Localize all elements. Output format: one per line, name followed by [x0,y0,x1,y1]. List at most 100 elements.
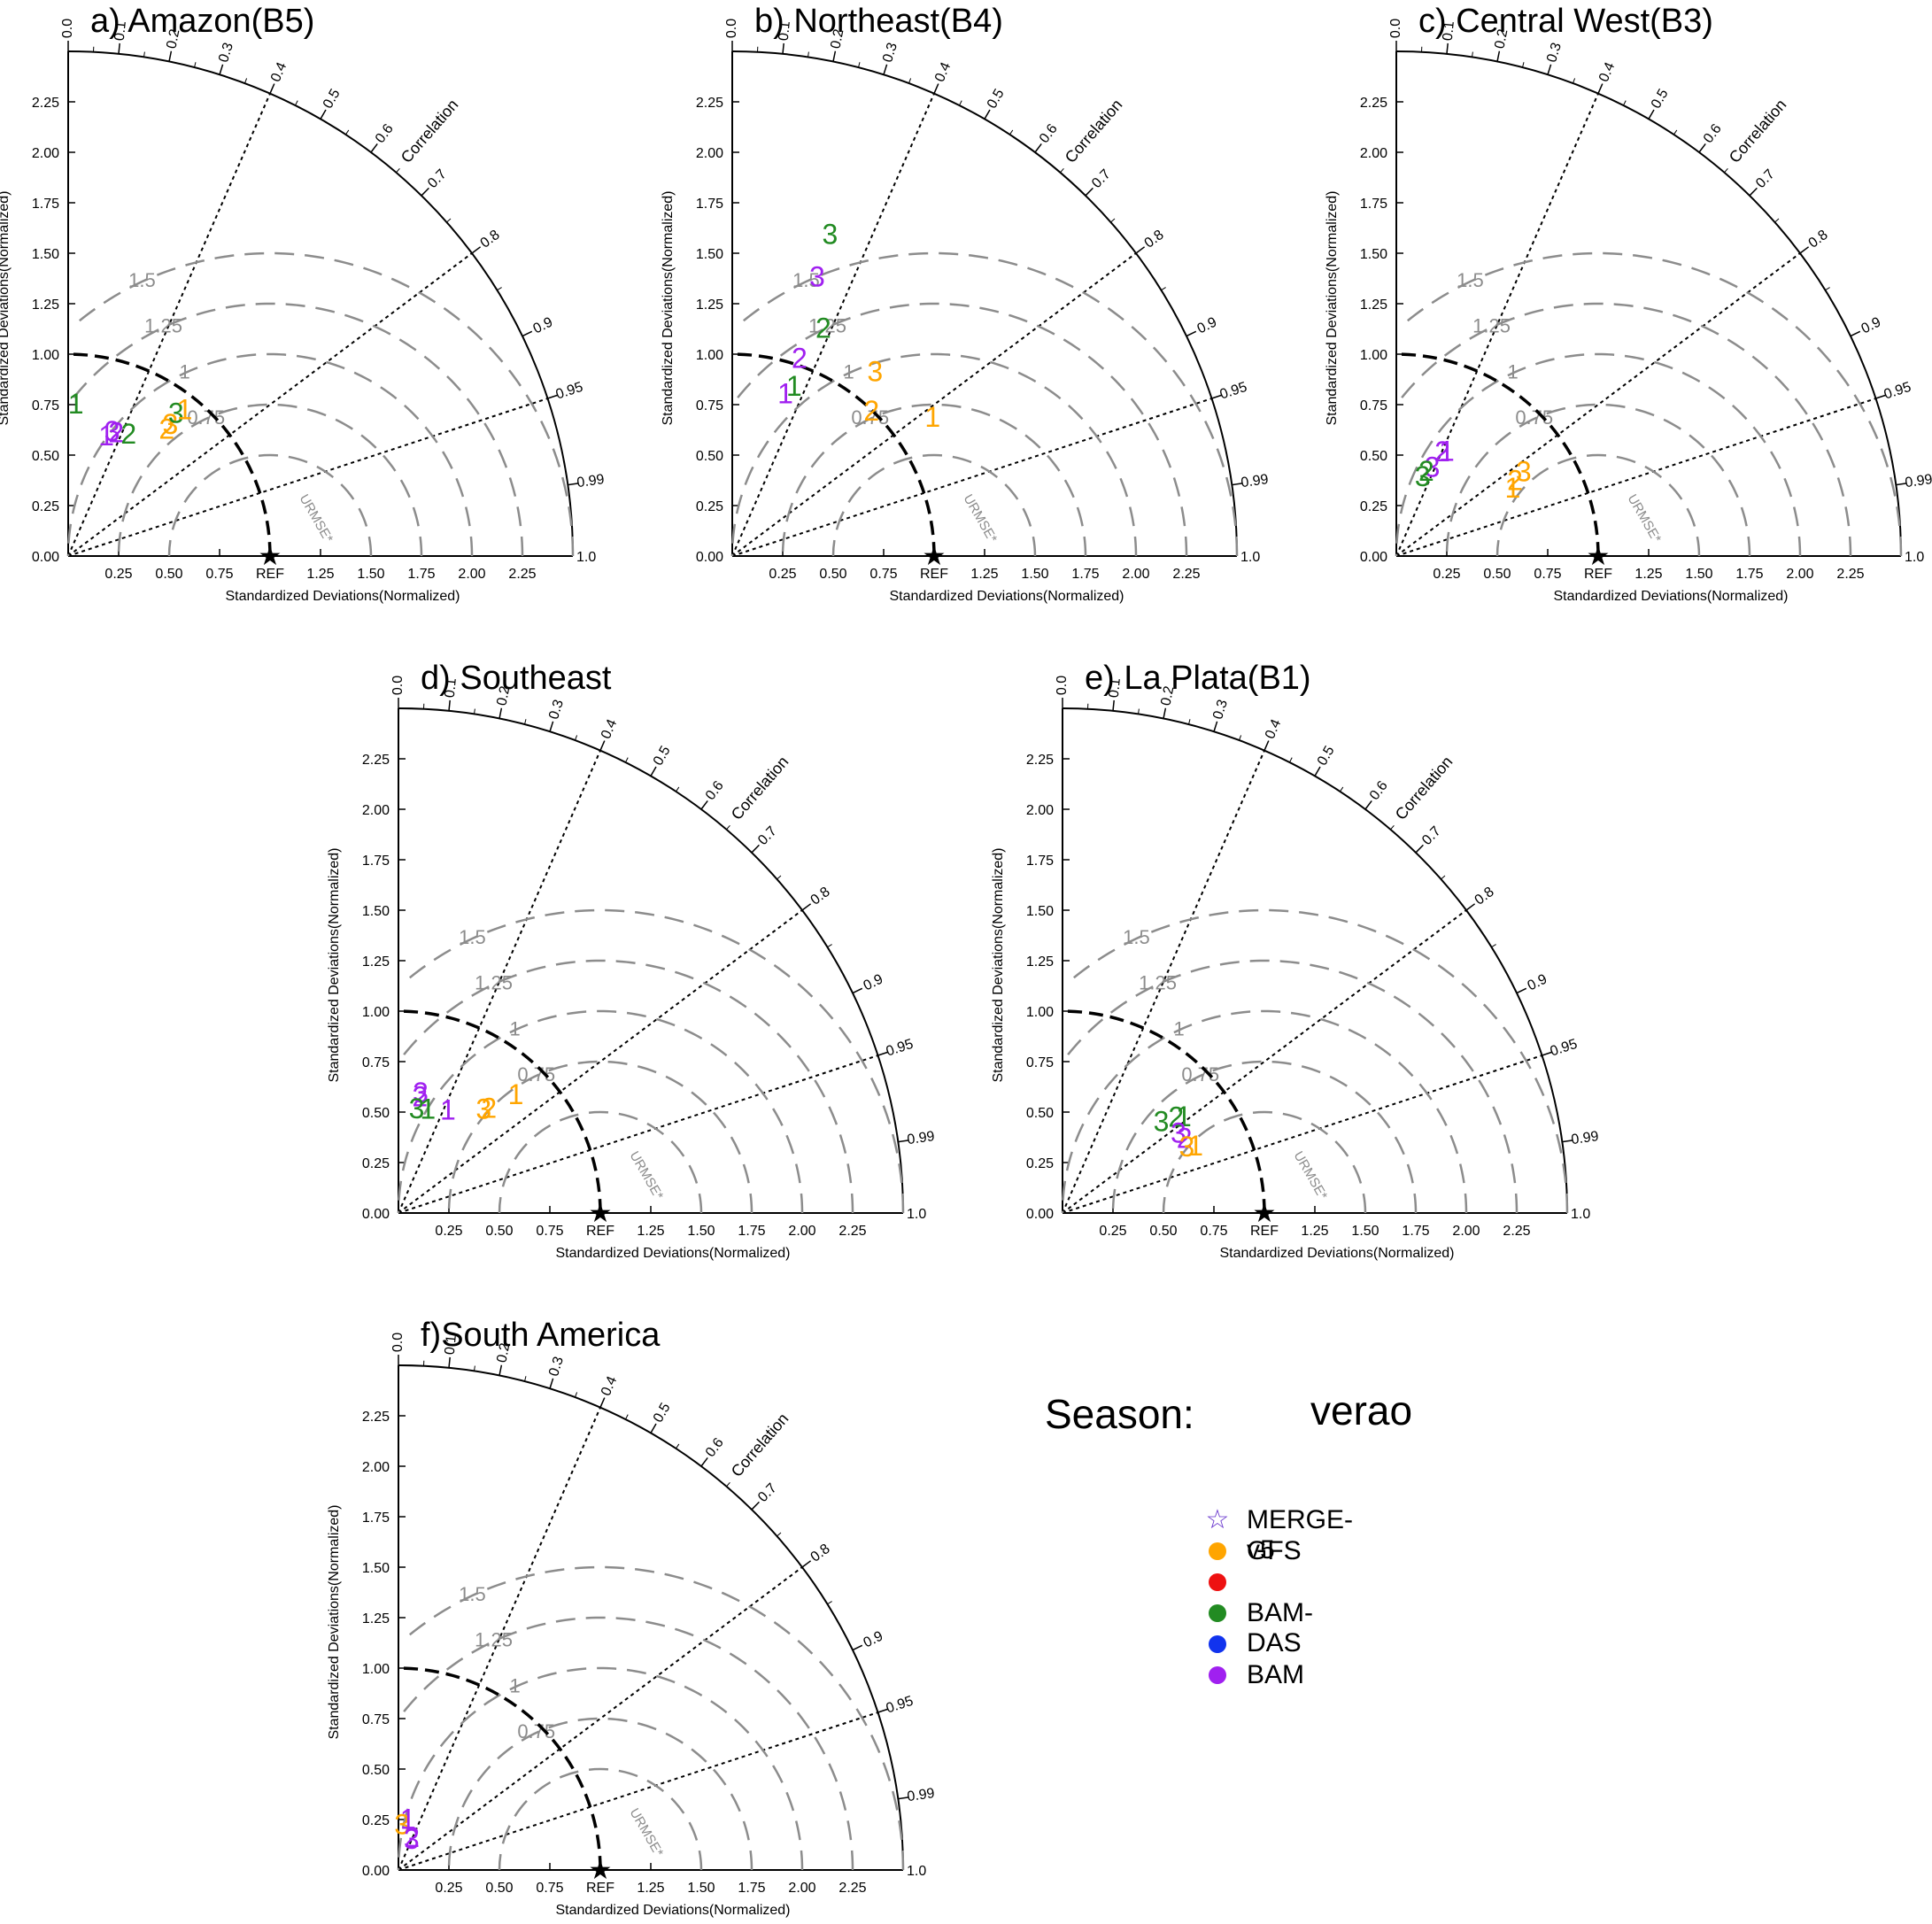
corr-tick-label: 0.3 [216,41,236,64]
y-tick-label: 2.00 [1360,146,1387,161]
corr-minor-tick [1826,288,1830,290]
rms-title: URMSE* [1291,1149,1331,1203]
corr-tick-label: 0.0 [60,19,75,38]
corr-minor-tick [676,1444,679,1449]
star-icon: ☆ [1204,1507,1231,1534]
season-label: Season: [1045,1390,1194,1438]
data-point-label: 2 [792,342,808,374]
x-tick-label: 1.75 [1402,1224,1429,1239]
x-tick-label: 0.25 [1099,1224,1126,1239]
corr-tick-label: 0.5 [1315,744,1338,769]
correlation-title: Correlation [1726,96,1790,166]
data-point-label: 1 [786,370,802,402]
corr-minor-tick [1341,787,1343,792]
corr-minor-tick [777,1533,782,1536]
corr-tick-label: 0.7 [1089,166,1114,191]
corr-tick-label: 0.8 [1806,228,1831,251]
x-tick-label: 1.50 [1351,1224,1379,1239]
x-axis-label: Standardized Deviations(Normalized) [555,1903,790,1918]
y-tick-label: 0.00 [362,1864,390,1879]
corr-minor-tick [346,130,349,135]
corr-minor-tick [119,49,120,54]
corr-minor-tick [1624,101,1627,105]
corr-tick-label: 0.7 [1419,823,1444,848]
y-tick-label: 0.50 [1026,1106,1054,1121]
x-tick-label: 1.75 [738,1224,765,1239]
corr-minor-tick [853,991,857,993]
y-tick-label: 0.50 [1360,449,1387,464]
y-tick-label: 0.25 [696,499,723,514]
ref-star-icon: ★ [1253,1199,1277,1228]
corr-minor-tick [727,1482,730,1487]
corr-tick-label: 0.0 [390,1333,406,1352]
corr-minor-tick [626,758,629,762]
corr-tick-label: 0.6 [373,121,397,146]
data-point-label: 1 [1504,472,1520,504]
corr-minor-tick [1315,771,1318,776]
corr-tick-label: 0.0 [1388,19,1403,38]
corr-tick-label: 0.4 [932,60,954,84]
corr-ref-line [1396,253,1800,556]
corr-tick-label: 0.99 [1570,1129,1599,1147]
corr-minor-tick [1086,192,1089,196]
corr-minor-tick [934,89,936,93]
corr-ref-line [398,910,802,1213]
corr-tick-label: 0.2 [1492,27,1511,50]
x-tick-label: 1.25 [306,567,334,582]
y-tick-label: 2.00 [1026,803,1054,818]
y-tick-label: 1.25 [32,297,59,313]
corr-minor-tick [701,1462,705,1466]
x-tick-label: 1.25 [970,567,998,582]
corr-tick-label: 0.9 [1195,314,1220,336]
data-point-label: 2 [815,313,831,344]
corr-minor-tick [1416,849,1419,853]
x-axis-label: Standardized Deviations(Normalized) [889,589,1124,604]
corr-minor-tick [1391,825,1395,830]
x-tick-label: 0.25 [769,567,796,582]
corr-minor-tick [1035,148,1039,152]
x-tick-label: 2.00 [1122,567,1149,582]
x-tick-label: 1.50 [357,567,384,582]
corr-tick-label: 0.5 [651,744,674,769]
y-tick-label: 0.25 [362,1813,390,1828]
corr-ref-line [68,253,472,556]
corr-tick-label: 0.8 [1472,885,1497,908]
ref-std-arc [398,1668,600,1870]
x-tick-label: 2.25 [1503,1224,1530,1239]
y-tick-label: 1.25 [362,1611,390,1627]
corr-tick-label: 0.9 [862,971,886,993]
x-tick-label: 1.50 [1021,567,1048,582]
corr-minor-tick [321,114,323,119]
corr-minor-tick [1775,219,1780,222]
y-tick-label: 1.75 [362,1511,390,1526]
rms-circle-label: 1.25 [475,972,513,994]
y-tick-label: 2.25 [1360,96,1387,111]
rms-circle [1066,910,1567,1213]
corr-tick-label: 0.2 [494,1341,513,1364]
x-tick-label: 0.25 [435,1881,462,1896]
corr-minor-tick [1492,945,1496,947]
data-point-label: 1 [440,1094,456,1126]
x-tick-label: 1.25 [637,1881,664,1896]
rms-circle-label: 1.25 [144,315,182,337]
corr-tick-label: 0.0 [724,19,739,38]
corr-minor-tick [1674,130,1677,135]
corr-tick-label: 0.99 [576,472,605,491]
corr-minor-tick [472,250,476,253]
y-tick-label: 0.25 [1026,1156,1054,1171]
data-point-label: 3 [823,219,838,251]
y-axis-label: Standardized Deviations(Normalized) [327,847,342,1082]
y-tick-label: 1.00 [696,348,723,363]
corr-minor-tick [626,1415,629,1419]
corr-minor-tick [802,1564,807,1567]
rms-circle [402,910,903,1213]
corr-tick-label: 0.3 [1210,698,1231,721]
corr-tick-label: 0.4 [1263,717,1285,741]
y-tick-label: 1.00 [1026,1005,1054,1020]
y-tick-label: 0.00 [362,1207,390,1222]
corr-minor-tick [449,1363,450,1368]
y-tick-label: 1.25 [1360,297,1387,313]
corr-tick-label: 0.3 [546,1355,567,1378]
